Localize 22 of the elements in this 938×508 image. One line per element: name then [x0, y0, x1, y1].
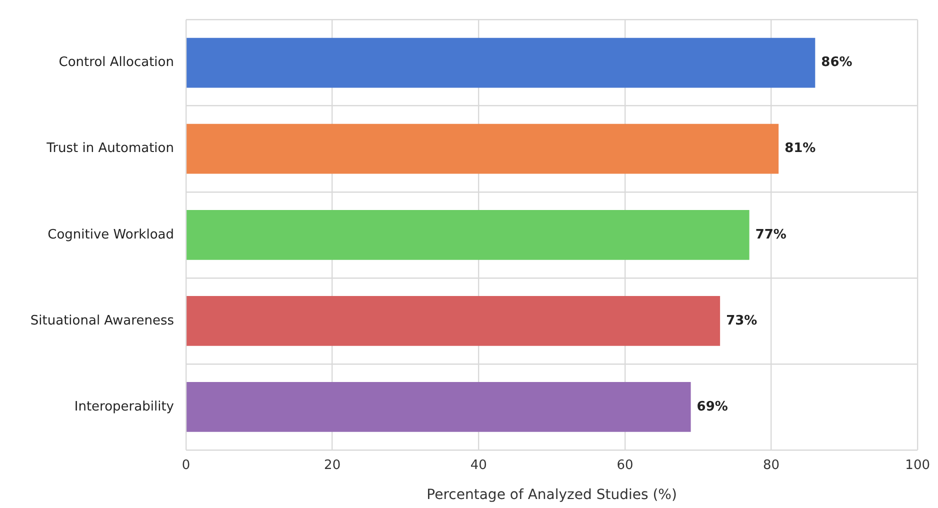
y-tick-label: Control Allocation — [58, 55, 174, 70]
y-tick-label: Situational Awareness — [30, 313, 174, 328]
y-tick-label: Trust in Automation — [46, 141, 174, 156]
bar — [186, 296, 720, 346]
y-tick-label: Cognitive Workload — [48, 227, 174, 242]
x-axis-title: Percentage of Analyzed Studies (%) — [426, 487, 677, 504]
bar — [186, 382, 691, 432]
x-tick-label: 100 — [905, 458, 930, 474]
data-label: 81% — [784, 141, 816, 156]
data-label: 73% — [726, 313, 758, 328]
bar — [186, 38, 816, 88]
x-tick-label: 80 — [763, 458, 780, 474]
y-tick-label: Interoperability — [74, 399, 174, 414]
x-tick-label: 0 — [182, 458, 190, 474]
x-tick-label: 40 — [470, 458, 487, 474]
bar — [186, 210, 750, 260]
x-tick-label: 20 — [324, 458, 341, 474]
bar — [186, 124, 779, 174]
x-tick-label: 60 — [616, 458, 634, 474]
data-label: 69% — [696, 399, 728, 414]
data-label: 77% — [755, 227, 786, 242]
data-label: 86% — [821, 55, 852, 70]
